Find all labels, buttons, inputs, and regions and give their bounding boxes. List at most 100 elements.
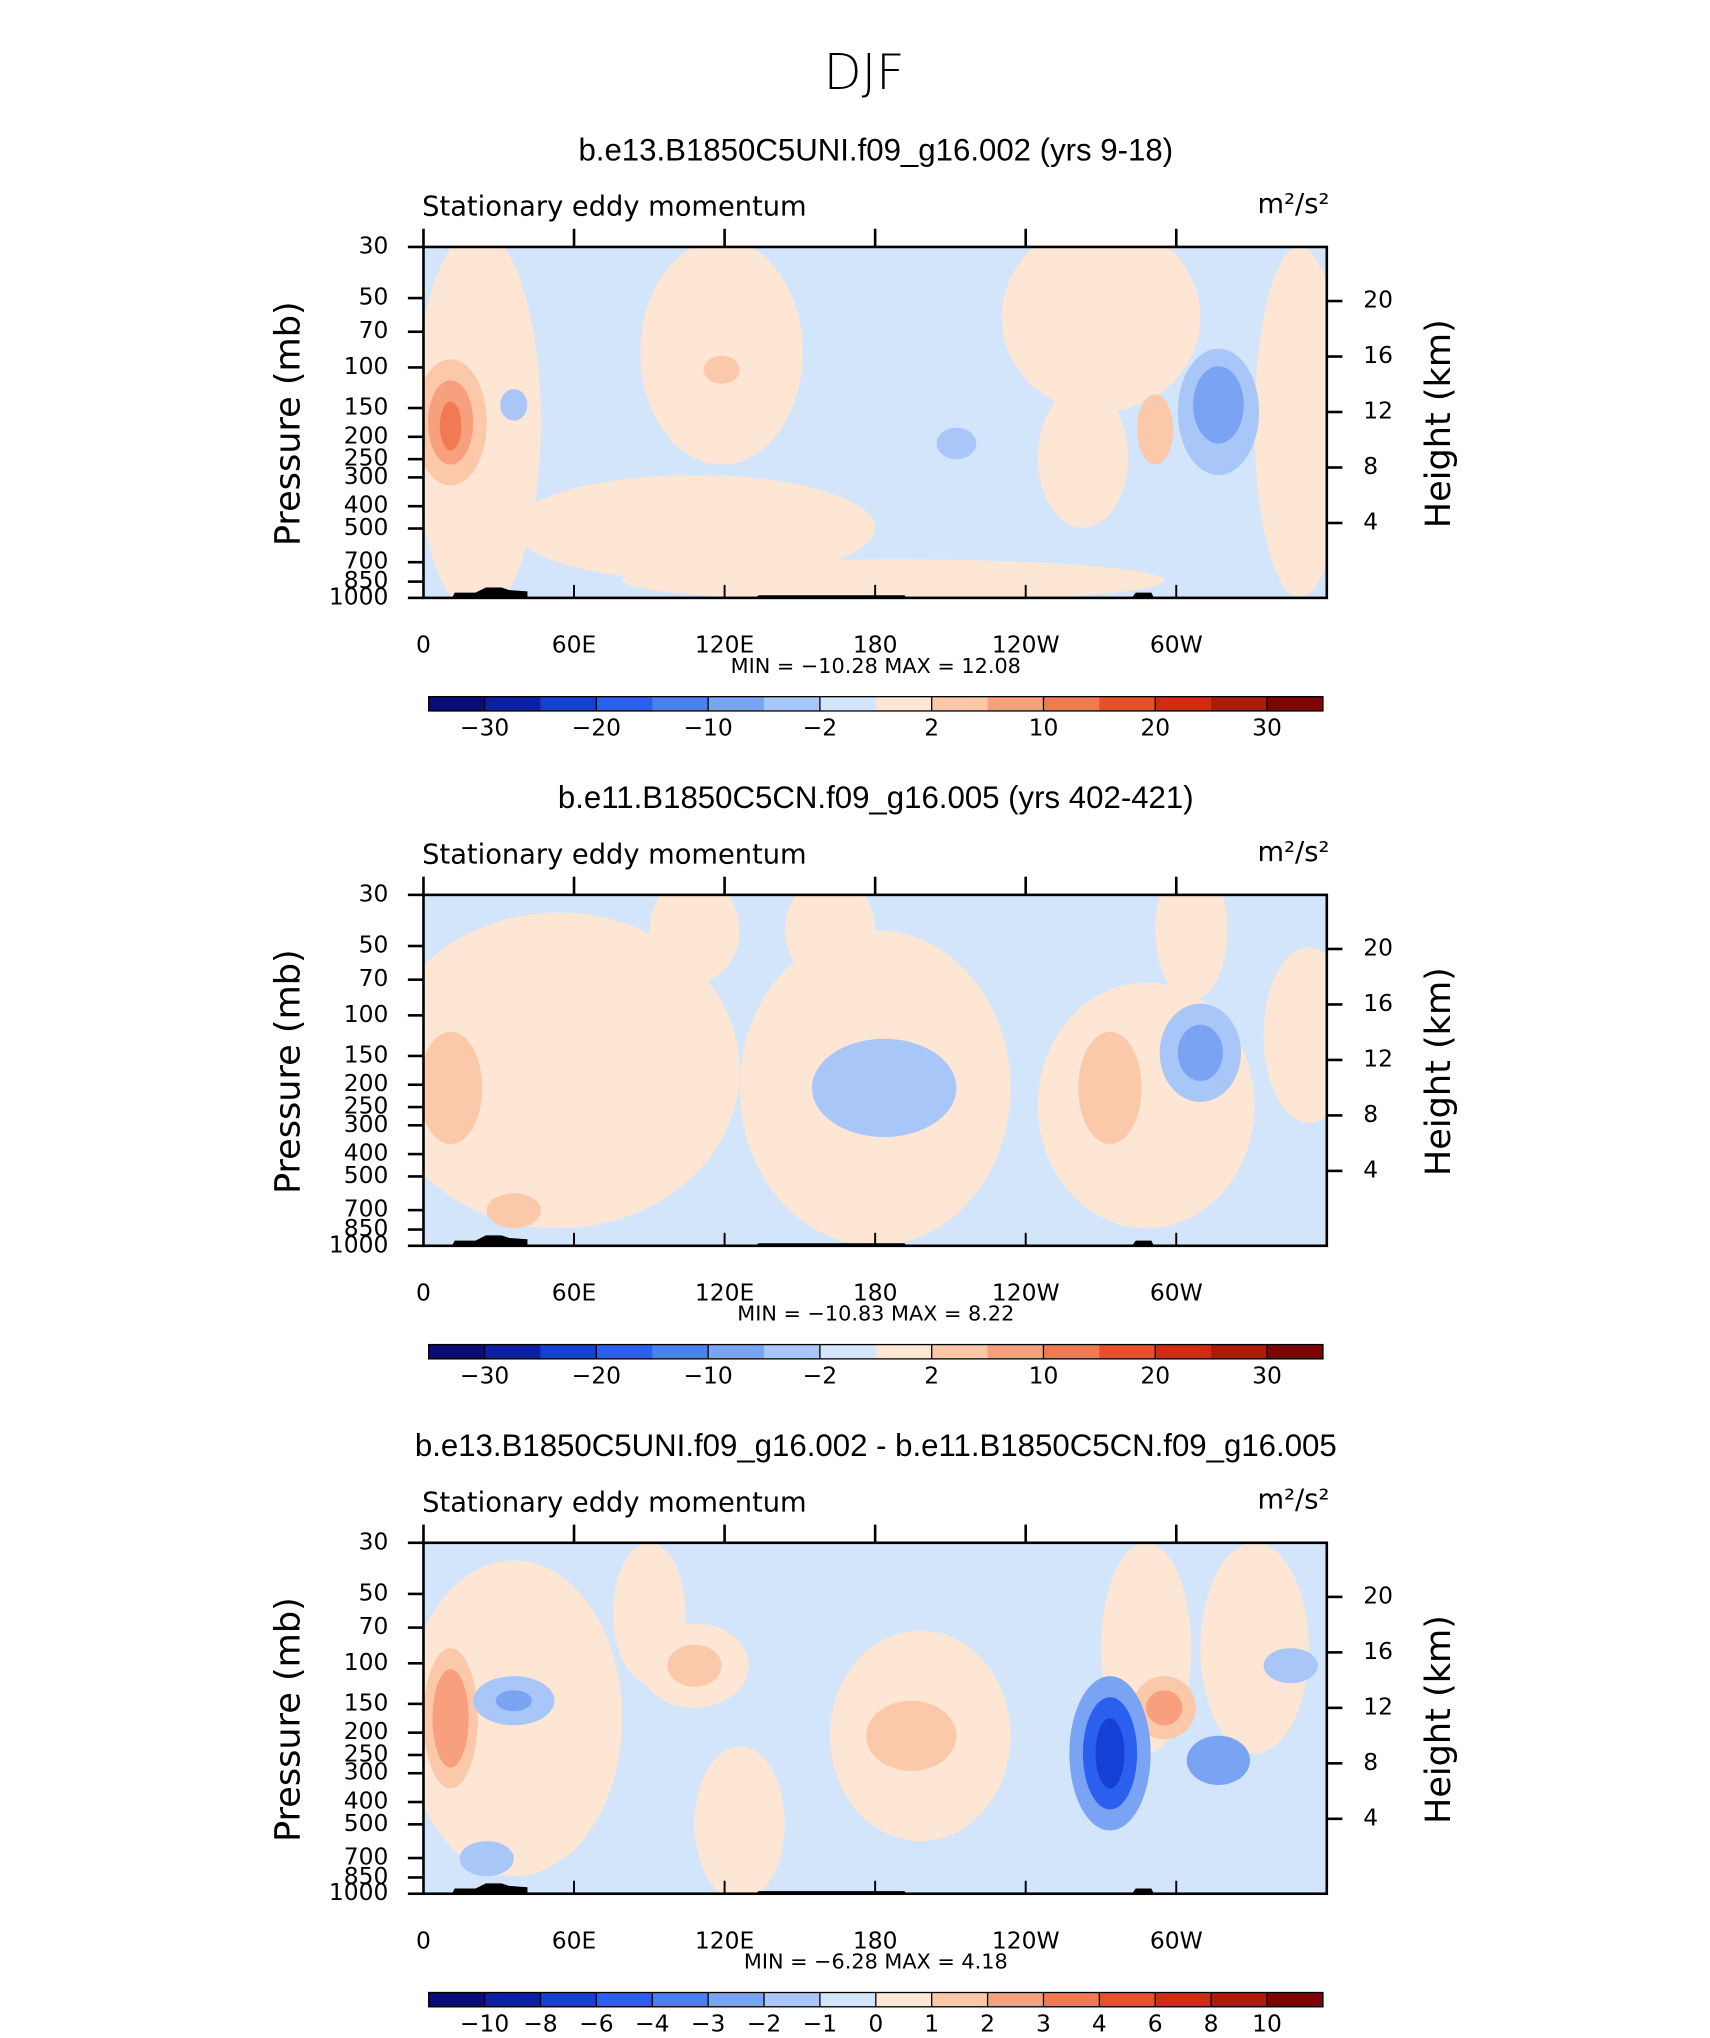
- colorbar-box: [987, 1992, 1045, 2007]
- colorbar-box: [1267, 1344, 1324, 1359]
- y-tick-label: 100: [344, 1648, 389, 1676]
- y-tick-label: 100: [344, 1000, 389, 1028]
- x-tick-label: 0: [416, 630, 431, 658]
- colorbar-box: [875, 696, 933, 711]
- y-tick-label: 70: [359, 316, 389, 344]
- colorbar-box: [819, 696, 877, 711]
- y-tick-label: 150: [344, 393, 389, 421]
- contour-region: [423, 912, 740, 1229]
- colorbar-box: [875, 1344, 933, 1359]
- colorbar-label: 4: [1092, 2010, 1107, 2038]
- colorbar-label: 1: [924, 2010, 939, 2038]
- colorbar-box: [484, 1344, 542, 1359]
- y-tick-label: 700: [344, 1195, 389, 1223]
- min-max: MIN = −10.83 MAX = 8.22: [737, 1302, 1014, 1326]
- y-axis-title: Pressure (mb): [268, 1597, 309, 1842]
- x-tick-label: 60W: [1150, 630, 1203, 658]
- colorbar-box: [1155, 696, 1212, 711]
- y-tick-label: 500: [344, 1161, 389, 1189]
- y2-tick-label: 12: [1363, 397, 1393, 425]
- colorbar-label: −30: [460, 1362, 509, 1390]
- x-tick-label: 0: [416, 1926, 431, 1954]
- y2-tick-label: 16: [1363, 989, 1393, 1017]
- colorbar-box: [1043, 696, 1101, 711]
- colorbar-box: [540, 1344, 598, 1359]
- colorbar-box: [875, 1992, 933, 2007]
- colorbar-label: −8: [523, 2010, 557, 2038]
- colorbar-box: [1211, 696, 1268, 711]
- colorbar-label: 20: [1140, 714, 1170, 742]
- colorbar-box: [428, 1992, 486, 2007]
- y-tick-label: 300: [344, 1758, 389, 1786]
- y-tick-label: 700: [344, 547, 389, 575]
- contour-region: [640, 246, 803, 465]
- contour-region: [1200, 1542, 1309, 1754]
- colorbar-label: −1: [803, 2010, 837, 2038]
- min-max: MIN = −6.28 MAX = 4.18: [744, 1950, 1008, 1974]
- y-tick-label: 150: [344, 1688, 389, 1716]
- y2-tick-label: 4: [1363, 507, 1378, 535]
- contour-field: [423, 246, 1327, 598]
- colorbar-box: [708, 1344, 765, 1359]
- colorbar-label: 10: [1029, 1362, 1059, 1390]
- y-tick-label: 100: [344, 352, 389, 380]
- colorbar-box: [1267, 696, 1324, 711]
- contour-region: [1078, 1031, 1142, 1145]
- figure-title: DJF: [824, 43, 905, 101]
- units: m²/s²: [1258, 1485, 1330, 1516]
- colorbar-box: [708, 1992, 765, 2007]
- contour-region: [432, 1669, 469, 1768]
- y-tick-label: 850: [344, 566, 389, 594]
- contour-region: [936, 427, 977, 460]
- colorbar-box: [1043, 1992, 1101, 2007]
- y-axis-title: Pressure (mb): [268, 949, 309, 1194]
- contour-region: [811, 1038, 957, 1138]
- contour-region: [459, 1841, 514, 1877]
- y2-axis-title: Height (km): [1418, 967, 1459, 1176]
- y-tick-label: 30: [359, 231, 389, 259]
- contour-region: [649, 894, 740, 983]
- colorbar-box: [428, 696, 486, 711]
- colorbar-label: 2: [980, 2010, 995, 2038]
- x-tick-label: 120W: [992, 1278, 1060, 1306]
- y2-tick-label: 12: [1363, 1692, 1393, 1720]
- colorbar-label: 3: [1036, 2010, 1051, 2038]
- y-tick-label: 250: [344, 444, 389, 472]
- y-tick-label: 200: [344, 1069, 389, 1097]
- colorbar-label: 10: [1252, 2010, 1282, 2038]
- left-string: Stationary eddy momentum: [422, 191, 806, 222]
- y-tick-label: 850: [344, 1214, 389, 1242]
- x-tick-label: 60W: [1150, 1926, 1203, 1954]
- contour-region: [486, 1193, 541, 1229]
- y-tick-label: 50: [359, 1578, 389, 1606]
- contour-region: [1254, 247, 1327, 598]
- colorbar-frame: [428, 696, 1324, 712]
- x-tick-label: 120W: [992, 630, 1060, 658]
- colorbar-box: [540, 1992, 598, 2007]
- contour-region: [1186, 1735, 1251, 1785]
- colorbar-box: [1155, 1344, 1212, 1359]
- colorbar-label: 20: [1140, 1362, 1170, 1390]
- colorbar-label: 2: [924, 1362, 939, 1390]
- y2-tick-label: 8: [1363, 1100, 1378, 1128]
- contour-region: [694, 1746, 785, 1894]
- panel: b.e11.B1850C5CN.f09_g16.005 (yrs 402-421…: [268, 780, 1459, 1389]
- colorbar-box: [540, 696, 598, 711]
- contour-region: [1155, 894, 1228, 1001]
- y2-tick-label: 20: [1363, 1581, 1393, 1609]
- colorbar-label: −30: [460, 714, 509, 742]
- colorbar-box: [1099, 696, 1156, 711]
- colorbar-box: [819, 1992, 877, 2007]
- y-axis-title: Pressure (mb): [268, 301, 309, 546]
- panel: b.e13.B1850C5UNI.f09_g16.002 - b.e11.B18…: [268, 1428, 1459, 2037]
- y-tick-label: 250: [344, 1739, 389, 1767]
- y2-tick-label: 4: [1363, 1803, 1378, 1831]
- contour-field: [423, 1542, 1327, 1894]
- contour-region: [1193, 366, 1244, 444]
- x-tick-label: 180: [853, 1278, 898, 1306]
- contour-region: [513, 475, 876, 581]
- colorbar-label: −10: [683, 714, 732, 742]
- contour-region: [1137, 394, 1174, 465]
- contour-region: [1001, 246, 1201, 412]
